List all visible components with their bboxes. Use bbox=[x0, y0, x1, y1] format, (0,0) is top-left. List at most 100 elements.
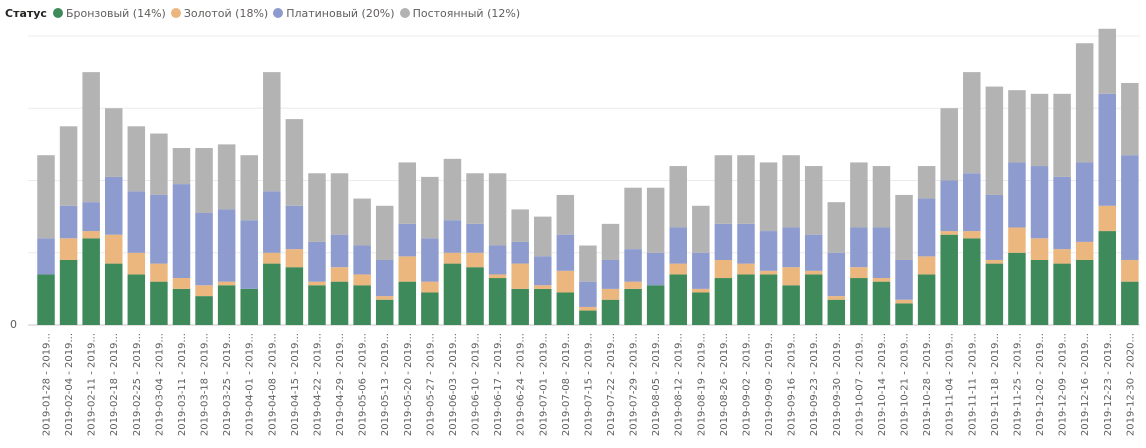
bar-segment[interactable] bbox=[240, 288, 258, 326]
bar-segment[interactable] bbox=[917, 274, 936, 325]
bar-segment[interactable] bbox=[398, 162, 417, 224]
bar-segment[interactable] bbox=[917, 256, 936, 275]
bar-segment[interactable] bbox=[217, 281, 236, 286]
bar-segment[interactable] bbox=[195, 296, 213, 325]
bar-segment[interactable] bbox=[850, 267, 868, 279]
bar-segment[interactable] bbox=[488, 173, 507, 246]
bar-segment[interactable] bbox=[285, 267, 304, 325]
bar-segment[interactable] bbox=[646, 252, 665, 286]
bar-segment[interactable] bbox=[443, 252, 462, 264]
bar-segment[interactable] bbox=[534, 256, 552, 286]
bar-segment[interactable] bbox=[1075, 241, 1094, 260]
bar-segment[interactable] bbox=[1053, 176, 1071, 250]
bar-segment[interactable] bbox=[353, 245, 371, 275]
bar-segment[interactable] bbox=[37, 155, 55, 239]
bar-segment[interactable] bbox=[82, 231, 100, 239]
bar-segment[interactable] bbox=[1008, 162, 1026, 228]
bar-segment[interactable] bbox=[1098, 93, 1117, 206]
bar-segment[interactable] bbox=[1075, 43, 1094, 163]
bar-segment[interactable] bbox=[127, 126, 146, 192]
bar-segment[interactable] bbox=[895, 303, 913, 325]
bar-segment[interactable] bbox=[804, 166, 823, 235]
bar-segment[interactable] bbox=[466, 252, 484, 268]
bar-segment[interactable] bbox=[353, 285, 371, 325]
bar-segment[interactable] bbox=[579, 310, 597, 325]
bar-segment[interactable] bbox=[872, 166, 891, 228]
bar-segment[interactable] bbox=[579, 306, 597, 311]
bar-segment[interactable] bbox=[1030, 238, 1049, 260]
bar-segment[interactable] bbox=[601, 288, 620, 300]
bar-segment[interactable] bbox=[511, 263, 529, 289]
bar-segment[interactable] bbox=[466, 223, 484, 253]
bar-segment[interactable] bbox=[488, 274, 507, 279]
bar-segment[interactable] bbox=[624, 281, 642, 289]
bar-segment[interactable] bbox=[556, 270, 575, 293]
bar-segment[interactable] bbox=[1121, 155, 1139, 260]
bar-segment[interactable] bbox=[488, 245, 507, 275]
bar-segment[interactable] bbox=[850, 162, 868, 228]
legend-item-platinum[interactable]: Платиновый (20%) bbox=[273, 7, 395, 20]
bar-segment[interactable] bbox=[646, 187, 665, 253]
bar-segment[interactable] bbox=[263, 191, 281, 253]
bar-segment[interactable] bbox=[466, 173, 484, 224]
bar-segment[interactable] bbox=[827, 202, 846, 253]
bar-segment[interactable] bbox=[940, 234, 958, 325]
bar-segment[interactable] bbox=[624, 249, 642, 282]
bar-segment[interactable] bbox=[195, 213, 213, 286]
bar-segment[interactable] bbox=[601, 299, 620, 325]
bar-segment[interactable] bbox=[985, 86, 1004, 195]
bar-segment[interactable] bbox=[1053, 263, 1071, 325]
bar-segment[interactable] bbox=[940, 108, 958, 181]
bar-segment[interactable] bbox=[985, 263, 1004, 325]
bar-segment[interactable] bbox=[308, 241, 326, 282]
bar-segment[interactable] bbox=[308, 281, 326, 286]
bar-segment[interactable] bbox=[646, 285, 665, 325]
bar-segment[interactable] bbox=[579, 245, 597, 282]
bar-segment[interactable] bbox=[556, 234, 575, 271]
bar-segment[interactable] bbox=[488, 278, 507, 325]
bar-segment[interactable] bbox=[1098, 231, 1117, 325]
bar-segment[interactable] bbox=[217, 285, 236, 325]
bar-segment[interactable] bbox=[104, 108, 123, 177]
bar-segment[interactable] bbox=[601, 259, 620, 289]
bar-segment[interactable] bbox=[692, 292, 710, 325]
bar-segment[interactable] bbox=[398, 281, 417, 325]
bar-segment[interactable] bbox=[421, 281, 439, 293]
bar-segment[interactable] bbox=[375, 296, 394, 300]
bar-segment[interactable] bbox=[759, 274, 778, 325]
bar-segment[interactable] bbox=[556, 194, 575, 235]
bar-segment[interactable] bbox=[263, 263, 281, 325]
bar-segment[interactable] bbox=[692, 252, 710, 289]
bar-segment[interactable] bbox=[895, 194, 913, 260]
bar-segment[interactable] bbox=[59, 259, 78, 325]
bar-segment[interactable] bbox=[963, 72, 981, 174]
bar-segment[interactable] bbox=[714, 223, 733, 260]
bar-segment[interactable] bbox=[850, 227, 868, 268]
bar-segment[interactable] bbox=[263, 72, 281, 192]
bar-segment[interactable] bbox=[850, 278, 868, 325]
bar-segment[interactable] bbox=[714, 259, 733, 279]
bar-segment[interactable] bbox=[1098, 205, 1117, 232]
bar-segment[interactable] bbox=[895, 259, 913, 300]
bar-segment[interactable] bbox=[443, 158, 462, 221]
bar-segment[interactable] bbox=[172, 184, 191, 279]
bar-segment[interactable] bbox=[82, 238, 100, 325]
bar-segment[interactable] bbox=[1098, 28, 1117, 94]
bar-segment[interactable] bbox=[127, 191, 146, 253]
bar-segment[interactable] bbox=[1121, 82, 1139, 156]
bar-segment[interactable] bbox=[82, 72, 100, 203]
bar-segment[interactable] bbox=[150, 194, 168, 264]
bar-segment[interactable] bbox=[804, 270, 823, 275]
bar-segment[interactable] bbox=[963, 238, 981, 325]
bar-segment[interactable] bbox=[59, 205, 78, 239]
bar-segment[interactable] bbox=[37, 238, 55, 275]
bar-segment[interactable] bbox=[714, 278, 733, 325]
bar-segment[interactable] bbox=[827, 296, 846, 300]
bar-segment[interactable] bbox=[804, 234, 823, 271]
bar-segment[interactable] bbox=[534, 285, 552, 289]
bar-segment[interactable] bbox=[353, 274, 371, 286]
bar-segment[interactable] bbox=[737, 274, 755, 325]
bar-segment[interactable] bbox=[759, 231, 778, 271]
bar-segment[interactable] bbox=[195, 147, 213, 214]
bar-segment[interactable] bbox=[624, 288, 642, 326]
